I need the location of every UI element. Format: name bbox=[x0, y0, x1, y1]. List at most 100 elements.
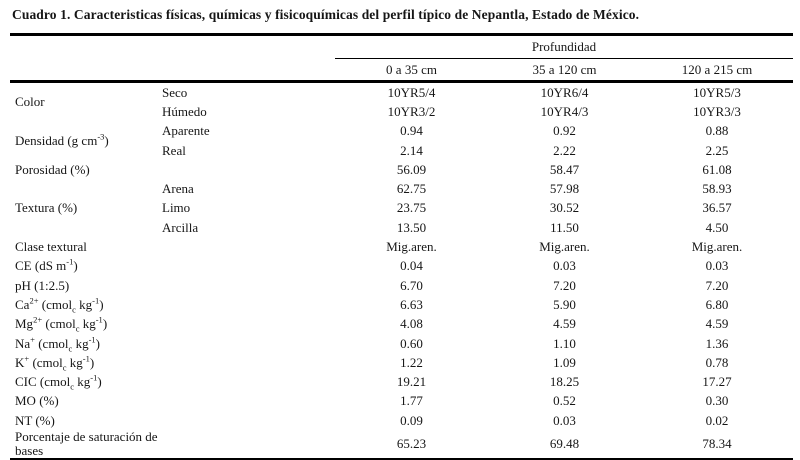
cell-value: 58.47 bbox=[549, 161, 580, 177]
row-sublabel bbox=[160, 257, 335, 276]
row-label: CE (dS m-1) bbox=[15, 256, 78, 274]
cell-value: 0.09 bbox=[400, 412, 423, 428]
cell-value: 2.25 bbox=[705, 142, 729, 158]
cell-value: 5.90 bbox=[553, 296, 576, 312]
cell-value: 6.80 bbox=[705, 296, 729, 312]
table-row: Na+ (cmolc kg-1) 0.60 1.10 1.36 bbox=[10, 334, 793, 353]
table-body: Color Seco 10YR5/4 10YR6/4 10YR5/3 Húmedo 10YR… bbox=[10, 82, 793, 460]
cell-value: 1.09 bbox=[553, 354, 576, 370]
cell-value: 0.03 bbox=[553, 258, 576, 274]
row-label: Ca2+ (cmolc kg-1) bbox=[15, 295, 104, 315]
row-label: Porcentaje de saturación de bases bbox=[15, 429, 158, 459]
cell-value: 10YR5/4 bbox=[387, 84, 436, 100]
cell-value: 10YR4/3 bbox=[540, 103, 589, 119]
row-label: Na+ (cmolc kg-1) bbox=[15, 334, 101, 354]
cell-value: 0.88 bbox=[705, 123, 729, 139]
table-row: Real 2.14 2.22 2.25 bbox=[10, 141, 793, 160]
table-row: Densidad (g cm-3) Aparente 0.94 0.92 0.88 bbox=[10, 122, 793, 148]
cell-value: 57.98 bbox=[549, 181, 580, 197]
table-row: Porcentaje de saturación de bases 65.23 69… bbox=[10, 430, 793, 460]
row-sublabel bbox=[160, 160, 335, 179]
cell-value: 10YR3/3 bbox=[693, 103, 741, 119]
cell-value: 36.57 bbox=[702, 200, 732, 216]
cell-value: 65.23 bbox=[396, 436, 427, 452]
row-sublabel bbox=[160, 315, 335, 334]
row-label: pH (1:2.5) bbox=[15, 277, 70, 293]
row-label: Textura (%) bbox=[15, 200, 78, 216]
row-sublabel bbox=[160, 334, 335, 353]
table-caption: Cuadro 1. Caracteristicas físicas, quími… bbox=[12, 7, 640, 22]
table-row: Clase textural Mig.aren. Mig.aren. Mig.aren… bbox=[10, 237, 793, 256]
cell-value: Mig.aren. bbox=[691, 239, 743, 255]
cell-value: 1.10 bbox=[553, 335, 576, 351]
cell-value: 0.78 bbox=[705, 354, 729, 370]
row-sublabel bbox=[160, 392, 335, 411]
row-label: NT (%) bbox=[15, 412, 55, 428]
table-row: CIC (cmolc kg-1) 19.21 18.25 17.27 bbox=[10, 372, 793, 391]
row-sublabel bbox=[160, 430, 335, 460]
cell-value: 2.14 bbox=[400, 142, 423, 158]
cell-value: 30.52 bbox=[549, 200, 580, 216]
table-row: CE (dS m-1) 0.04 0.03 0.03 bbox=[10, 257, 793, 276]
table-row: Mg2+ (cmolc kg-1) 4.08 4.59 4.59 bbox=[10, 315, 793, 334]
cell-value: 0.02 bbox=[705, 412, 729, 428]
row-label: Densidad (g cm-3) bbox=[15, 131, 109, 148]
cell-value: 0.94 bbox=[400, 123, 423, 139]
table-row: Húmedo 10YR3/2 10YR4/3 10YR3/3 bbox=[10, 102, 793, 121]
cell-value: 0.03 bbox=[553, 412, 576, 428]
cell-value: 62.75 bbox=[396, 181, 427, 197]
cell-value: 17.27 bbox=[702, 374, 732, 390]
row-label: Mg2+ (cmolc kg-1) bbox=[15, 314, 108, 334]
cell-value: 6.70 bbox=[400, 277, 423, 293]
cell-value: 10YR6/4 bbox=[540, 84, 589, 100]
header-spacer bbox=[10, 35, 335, 59]
cell-value: 4.59 bbox=[553, 316, 576, 332]
table-row: K+ (cmolc kg-1) 1.22 1.09 0.78 bbox=[10, 353, 793, 372]
cell-value: 61.08 bbox=[702, 161, 732, 177]
row-label: MO (%) bbox=[15, 393, 59, 409]
row-sublabel bbox=[160, 411, 335, 430]
row-sublabel bbox=[160, 353, 335, 372]
cell-value: 58.93 bbox=[702, 181, 732, 197]
row-sublabel: Arcilla bbox=[162, 219, 199, 235]
row-sublabel: Limo bbox=[162, 200, 191, 216]
cell-value: 4.50 bbox=[705, 219, 729, 235]
table-row: Porosidad (%) 56.09 58.47 61.08 bbox=[10, 160, 793, 179]
header-group-row: Profundidad bbox=[10, 34, 794, 59]
header-spacer bbox=[10, 58, 335, 83]
cell-value: 0.52 bbox=[553, 393, 576, 409]
cell-value: 0.03 bbox=[705, 258, 729, 274]
column-header-depth-3: 120 a 215 cm bbox=[641, 58, 794, 83]
row-label: CIC (cmolc kg-1) bbox=[15, 372, 102, 392]
cell-value: 56.09 bbox=[396, 161, 427, 177]
row-sublabel: Aparente bbox=[162, 123, 210, 139]
cell-value: 0.60 bbox=[400, 335, 423, 351]
cell-value: Mig.aren. bbox=[539, 239, 590, 255]
cell-value: 0.04 bbox=[400, 258, 423, 274]
table-row: MO (%) 1.77 0.52 0.30 bbox=[10, 392, 793, 411]
cell-value: 1.36 bbox=[705, 335, 729, 351]
header-columns-row: 0 a 35 cm 35 a 120 cm 120 a 215 cm bbox=[10, 58, 794, 83]
cell-value: 78.34 bbox=[702, 436, 732, 452]
cell-value: 4.59 bbox=[705, 316, 729, 332]
cell-value: 11.50 bbox=[550, 219, 579, 235]
cell-value: Mig.aren. bbox=[386, 239, 437, 255]
row-label: Porosidad (%) bbox=[15, 161, 90, 177]
table-row: pH (1:2.5) 6.70 7.20 7.20 bbox=[10, 276, 793, 295]
table-row: Arcilla 13.50 11.50 4.50 bbox=[10, 218, 793, 237]
cell-value: 1.77 bbox=[400, 393, 423, 409]
row-label: Clase textural bbox=[15, 239, 87, 255]
cell-value: 1.22 bbox=[400, 354, 423, 370]
cell-value: 10YR5/3 bbox=[693, 84, 741, 100]
table-row: Color Seco 10YR5/4 10YR6/4 10YR5/3 bbox=[10, 82, 793, 109]
cell-value: 10YR3/2 bbox=[387, 103, 436, 119]
cell-value: 19.21 bbox=[396, 374, 427, 390]
cell-value: 0.92 bbox=[553, 123, 576, 139]
row-sublabel: Arena bbox=[162, 181, 194, 197]
cell-value: 7.20 bbox=[553, 277, 576, 293]
cell-value: 13.50 bbox=[396, 219, 427, 235]
soil-profile-table: Profundidad 0 a 35 cm 35 a 120 cm 120 a … bbox=[10, 33, 794, 460]
column-header-depth-1: 0 a 35 cm bbox=[335, 58, 488, 83]
row-sublabel bbox=[160, 237, 335, 256]
